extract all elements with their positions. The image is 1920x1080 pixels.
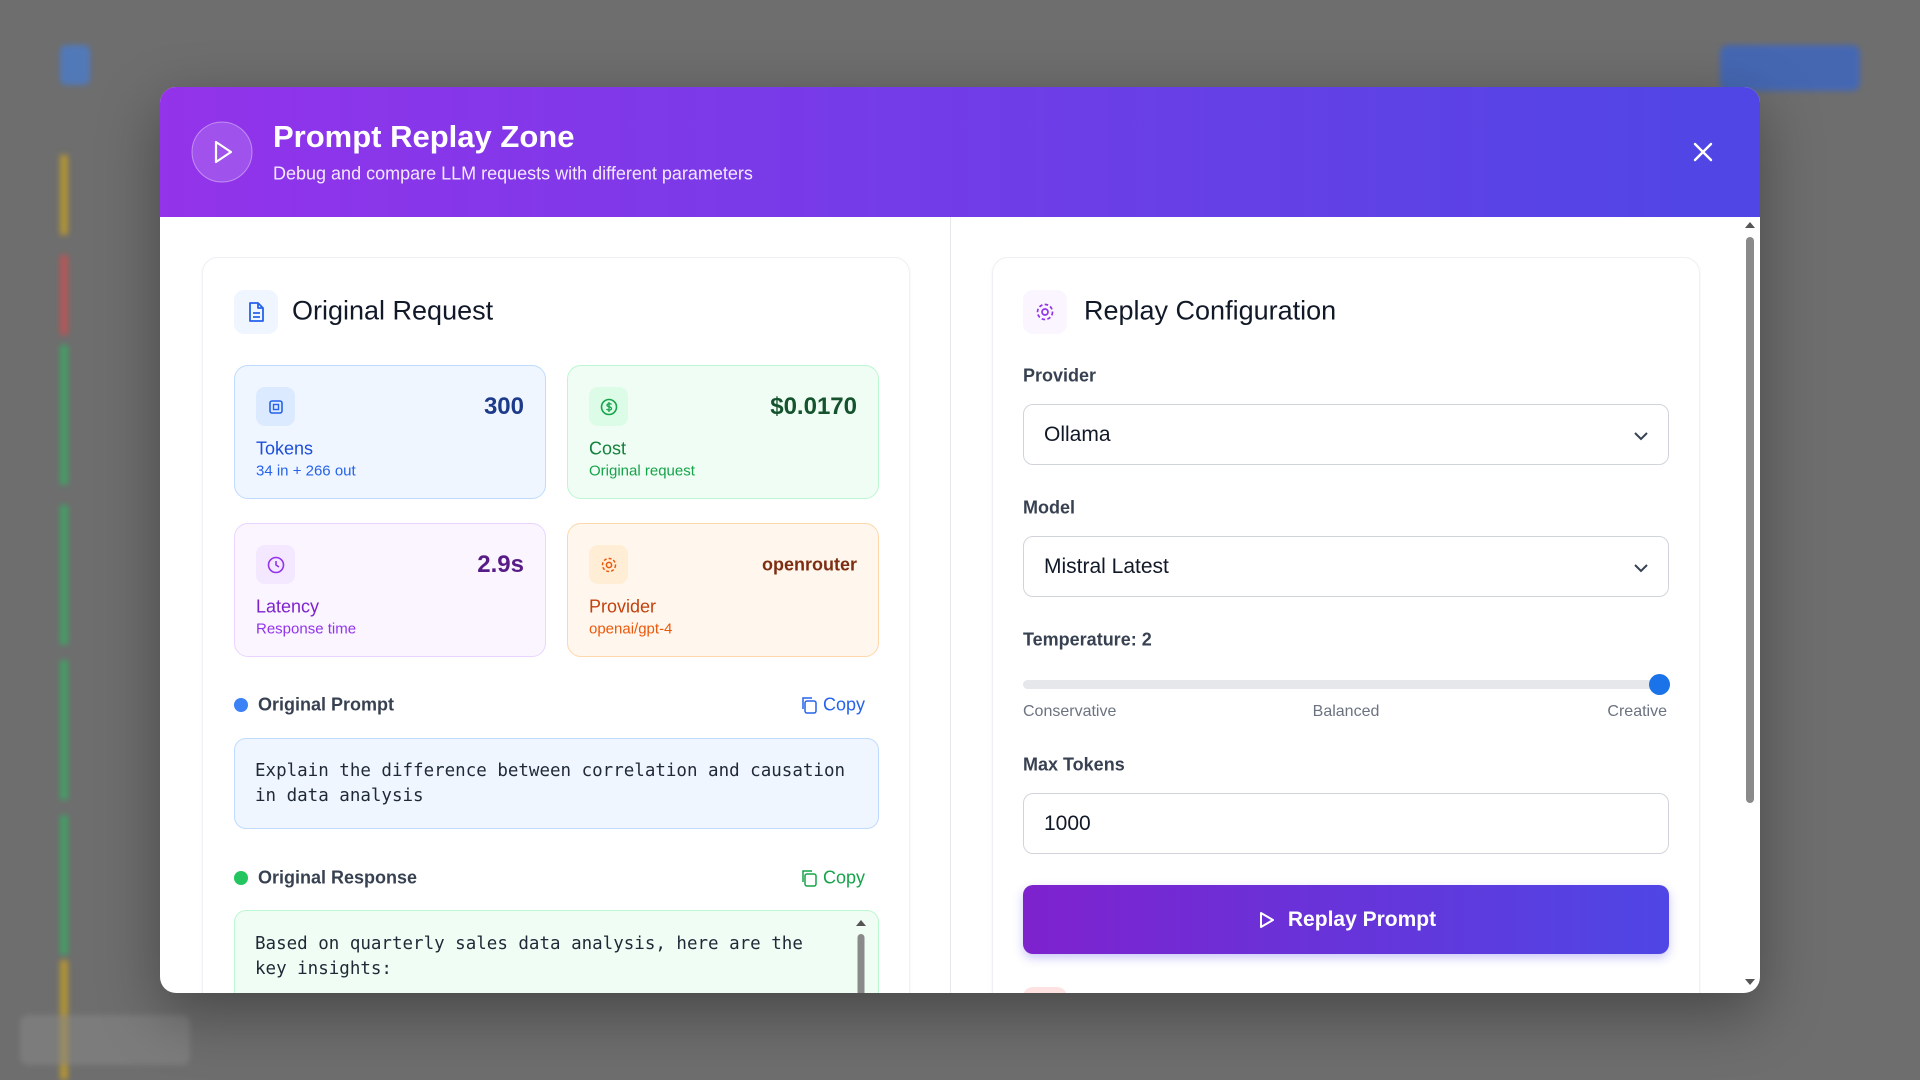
bg-bar <box>60 155 68 235</box>
doc-icon <box>234 290 278 334</box>
section-title: Replay Configuration <box>1084 295 1337 326</box>
slider-scale-label: Balanced <box>1312 703 1380 720</box>
gear-icon <box>1023 290 1067 334</box>
copy-icon <box>802 697 817 714</box>
stat-label: Latency <box>256 596 320 617</box>
button-label: Replay Prompt <box>1287 907 1437 931</box>
stat-card: $0.0170 Cost Original request <box>567 365 879 499</box>
stat-card: openrouter Provider openai/gpt-4 <box>567 523 879 657</box>
divider <box>950 217 951 993</box>
stat-value: 300 <box>483 393 524 420</box>
model-select[interactable]: Mistral Latest <box>1023 536 1669 597</box>
response-label: Original Response <box>258 867 418 888</box>
bg-bar <box>60 815 68 955</box>
response-dot <box>234 871 248 885</box>
slider-scale-label: Conservative <box>1023 703 1117 720</box>
bg-chip <box>20 1015 190 1065</box>
replay-modal: Prompt Replay Zone Debug and compare LLM… <box>160 87 1760 993</box>
field-label: Provider <box>1023 365 1097 386</box>
copy-button[interactable]: Copy <box>823 867 866 888</box>
play-icon <box>191 121 253 183</box>
prompt-dot <box>234 698 248 712</box>
stat-detail: Original request <box>589 462 695 480</box>
bg-bar <box>60 345 68 485</box>
stat-card: 300 Tokens 34 in + 266 out <box>234 365 546 499</box>
modal-title: Prompt Replay Zone <box>273 119 575 154</box>
stat-detail: 34 in + 266 out <box>256 462 356 480</box>
prompt-label: Original Prompt <box>258 694 395 715</box>
stat-value: 2.9s <box>477 551 524 578</box>
stat-detail: openai/gpt-4 <box>589 620 673 638</box>
select-value: Mistral Latest <box>1044 555 1169 578</box>
bg-bar <box>60 255 68 335</box>
stat-value: openrouter <box>761 554 857 575</box>
copy-icon <box>802 870 817 887</box>
modal-header: Prompt Replay Zone Debug and compare LLM… <box>160 87 1760 217</box>
temperature-slider[interactable] <box>1023 680 1669 689</box>
stat-label: Provider <box>589 596 657 617</box>
field-label: Max Tokens <box>1023 754 1125 775</box>
copy-button[interactable]: Copy <box>823 694 866 715</box>
replay-config-card: Replay Configuration Provider Ollama Mod… <box>992 257 1700 993</box>
stat-value: $0.0170 <box>770 393 857 420</box>
inner-scrollbar[interactable] <box>853 917 869 993</box>
response-box: Based on quarterly sales data analysis, … <box>234 910 879 993</box>
replay-button[interactable]: Replay Prompt <box>1023 885 1669 954</box>
response-text: Based on quarterly sales data analysis, … <box>255 934 803 979</box>
modal-scrollbar[interactable] <box>1742 219 1758 989</box>
bg-button <box>1720 45 1860 91</box>
input-value: 1000 <box>1044 812 1091 835</box>
prompt-box: Explain the difference between correlati… <box>234 738 879 829</box>
stat-label: Tokens <box>256 438 314 459</box>
close-button[interactable] <box>1690 139 1716 165</box>
stat-card: 2.9s Latency Response time <box>234 523 546 657</box>
max-tokens-input[interactable]: 1000 <box>1023 793 1669 854</box>
slider-scale-label: Creative <box>1607 703 1667 720</box>
prompt-text: Explain the difference between correlati… <box>255 761 846 806</box>
stat-detail: Response time <box>256 620 357 638</box>
select-value: Ollama <box>1044 423 1111 446</box>
next-section-icon <box>1023 987 1067 993</box>
slider-thumb[interactable] <box>1649 674 1670 695</box>
stat-label: Cost <box>589 438 627 459</box>
provider-select[interactable]: Ollama <box>1023 404 1669 465</box>
bg-icon <box>60 45 90 85</box>
field-label: Temperature: 2 <box>1023 629 1152 650</box>
bg-bar <box>60 505 68 645</box>
modal-subtitle: Debug and compare LLM requests with diff… <box>273 163 753 184</box>
bg-bar <box>60 660 68 800</box>
section-title: Original Request <box>292 295 494 326</box>
field-label: Model <box>1023 497 1075 518</box>
original-request-card: Original Request 300 Tokens 34 in + 266 … <box>202 257 910 993</box>
